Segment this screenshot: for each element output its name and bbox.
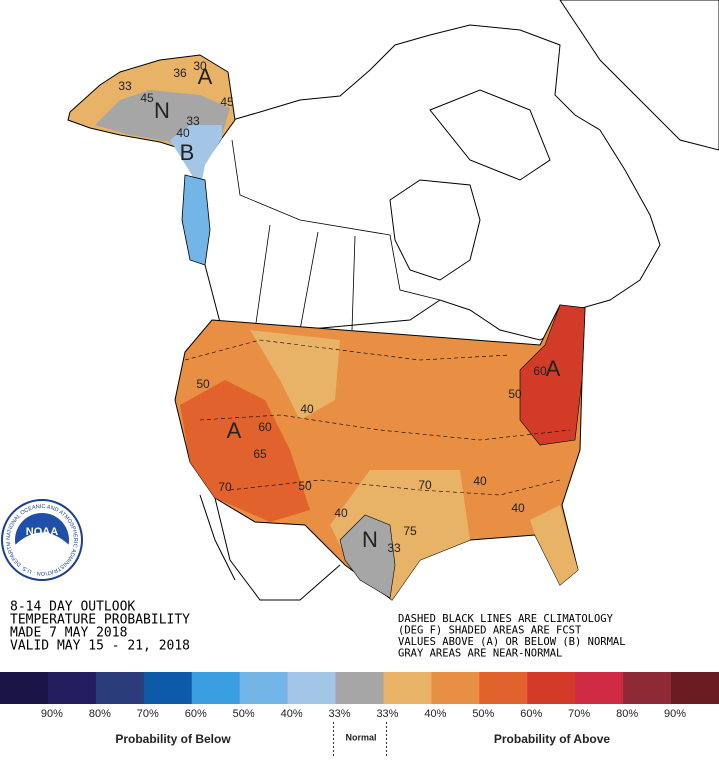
legend-normal: Normal	[345, 732, 376, 742]
panhandle-below	[181, 174, 211, 266]
arctic-islands	[429, 89, 551, 181]
legend-label: 40%	[424, 708, 446, 720]
outlook-line: TEMPERATURE PROBABILITY	[10, 613, 190, 628]
legend-swatch	[287, 672, 337, 704]
map-label: 40	[300, 402, 314, 416]
logo-ring-text: NATIONAL OCEANIC AND ATMOSPHERIC ADMINIS…	[0, 0, 78, 576]
northeast-above	[519, 304, 586, 446]
logo-text: NOAA	[26, 526, 58, 538]
legend-swatch	[143, 672, 193, 704]
legend-below: Probability of Below	[115, 732, 231, 746]
climatology-line	[229, 479, 561, 496]
map-label: 30	[193, 59, 207, 73]
legend-label: 33%	[376, 708, 398, 720]
legend-swatch	[95, 672, 145, 704]
note-line: DASHED BLACK LINES ARE CLIMATOLOGY	[398, 613, 614, 625]
legend-swatch	[671, 672, 719, 704]
legend-swatch	[479, 672, 528, 704]
hudson-bay	[389, 179, 481, 281]
legend-swatch	[47, 672, 97, 704]
map-label: 40	[334, 506, 348, 520]
legend-swatch	[383, 672, 432, 704]
map-label: 50	[196, 377, 210, 391]
climatology-line	[184, 339, 511, 361]
legend-label: 80%	[616, 708, 638, 720]
map-label: 33	[387, 541, 401, 555]
province-borders	[389, 234, 441, 301]
outlook-line: VALID MAY 15 - 21, 2018	[10, 639, 190, 654]
note-line: VALUES ABOVE (A) OR BELOW (B) NORMAL	[398, 636, 626, 648]
map-label: N	[362, 527, 378, 552]
legend-label: 90%	[664, 708, 686, 720]
climatology-line	[199, 414, 571, 441]
map-label: 75	[403, 524, 417, 538]
legend-swatch	[575, 672, 624, 704]
province-borders	[299, 231, 319, 331]
alaska-below	[170, 125, 222, 190]
map-label: 60	[533, 364, 547, 378]
province-borders	[351, 235, 356, 331]
map-label: 33	[186, 114, 200, 128]
legend-swatch	[527, 672, 576, 704]
legend-label: 80%	[89, 708, 111, 720]
map-label: 60	[258, 420, 272, 434]
florida-tan	[530, 505, 578, 585]
legend-label: 60%	[185, 708, 207, 720]
map-label: 50	[298, 479, 312, 493]
map-label: A	[198, 64, 213, 89]
usa-tan-north	[250, 330, 340, 420]
legend-swatch	[0, 672, 49, 704]
usa-southwest-above	[180, 380, 310, 522]
legend-label: 90%	[41, 708, 63, 720]
province-borders	[254, 224, 271, 331]
map-label: 40	[473, 474, 487, 488]
map-label: 50	[508, 387, 522, 401]
legend-swatch	[623, 672, 672, 704]
map-label: A	[546, 356, 561, 381]
province-borders	[231, 139, 391, 236]
note-line: (DEG F) SHADED AREAS ARE FCST	[398, 625, 582, 637]
note-line: GRAY AREAS ARE NEAR-NORMAL	[398, 648, 562, 660]
legend-swatch	[431, 672, 480, 704]
map-label: 70	[218, 480, 232, 494]
legend-above: Probability of Above	[494, 732, 611, 746]
legend-label: 50%	[472, 708, 494, 720]
map-label: 40	[511, 501, 525, 515]
legend-swatch	[335, 672, 384, 704]
map-label: 45	[140, 91, 154, 105]
map-label: 65	[253, 447, 267, 461]
legend-label: 70%	[568, 708, 590, 720]
map-label: 45	[220, 95, 234, 109]
legend-swatch	[191, 672, 241, 704]
legend-label: 40%	[281, 708, 303, 720]
map-label: N	[154, 98, 170, 123]
outlook-line: 8-14 DAY OUTLOOK	[10, 600, 135, 615]
map-label: 70	[418, 478, 432, 492]
legend-label: 60%	[520, 708, 542, 720]
map-label: 33	[118, 79, 132, 93]
legend-swatch	[239, 672, 289, 704]
texas-normal	[339, 514, 396, 599]
legend-label: 70%	[137, 708, 159, 720]
legend-label: 50%	[233, 708, 255, 720]
mexico-coast	[214, 497, 341, 601]
map-label: B	[180, 140, 195, 165]
map-label: 36	[173, 66, 187, 80]
legend-label: 33%	[329, 708, 351, 720]
map-label: A	[227, 418, 242, 443]
map-label: 40	[176, 126, 190, 140]
greenland-edge	[559, 0, 719, 151]
outlook-line: MADE 7 MAY 2018	[10, 626, 127, 641]
baja	[199, 494, 236, 581]
legend: 90% 80% 70% 60% 50% 40% 33% 33% 40% 50% 60% 70% 80% 9…	[0, 672, 719, 756]
logo-ring-path: NATIONAL OCEANIC AND ATMOSPHERIC ADMINIS…	[0, 0, 78, 576]
noaa-logo: NATIONAL OCEANIC AND ATMOSPHERIC ADMINIS…	[0, 0, 83, 581]
